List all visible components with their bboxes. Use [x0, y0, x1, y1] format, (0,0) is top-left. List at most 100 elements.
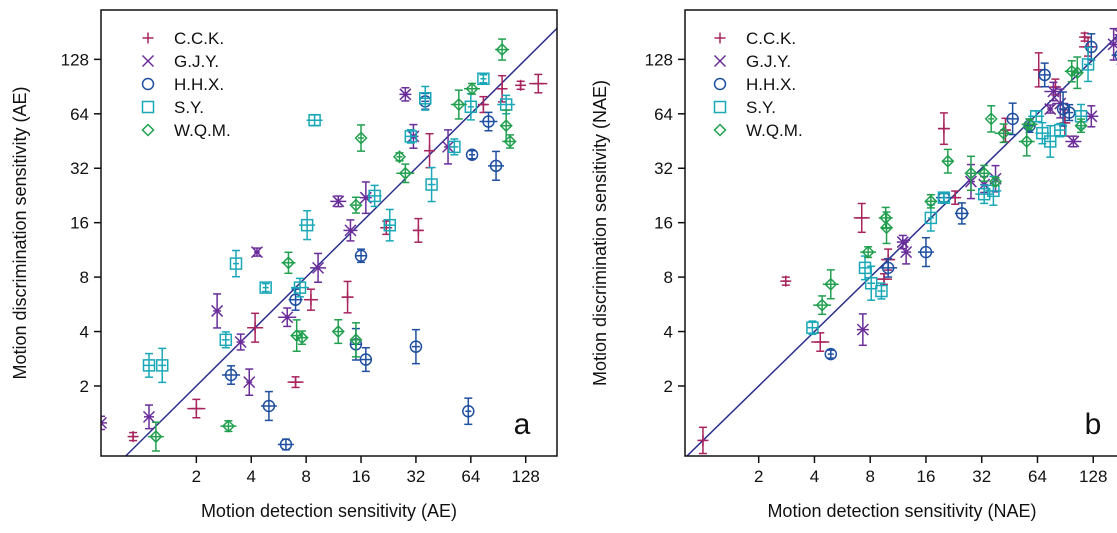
x-tick-label: 64: [461, 467, 480, 486]
data-point: [875, 284, 888, 298]
x-tick-label: 8: [865, 467, 874, 486]
plot-frame: [100, 9, 558, 457]
data-point: [243, 376, 256, 389]
x-tick-label: 128: [1079, 467, 1107, 486]
y-tick-label: 32: [654, 159, 673, 178]
error-bar: [479, 74, 488, 84]
legend-label: C.C.K.: [174, 29, 224, 48]
data-point: [419, 92, 432, 105]
data-point: [312, 261, 325, 274]
x-tick-label: 16: [352, 467, 371, 486]
legend: C.C.K. G.J.Y. H.H.X. S.Y. W.Q.M.: [713, 29, 803, 140]
data-point: [354, 249, 368, 263]
error-bar: [479, 111, 498, 132]
error-bar: [232, 249, 241, 278]
y-tick-label: 8: [80, 268, 89, 287]
y-tick-label: 2: [664, 377, 673, 396]
data-point: [224, 368, 238, 382]
data-point: [815, 298, 829, 312]
error-bar: [991, 176, 1000, 187]
data-point: [977, 166, 991, 180]
error-bar: [975, 184, 994, 205]
error-bar: [357, 124, 366, 152]
data-point: [452, 97, 466, 112]
data-point: [1022, 117, 1037, 131]
error-bar: [222, 365, 241, 385]
data-point: [1070, 66, 1084, 80]
data-point: [279, 438, 293, 451]
scatter-points: [697, 27, 1117, 455]
data-point: [1074, 119, 1088, 133]
data-point: [938, 123, 950, 135]
data-point: [305, 294, 317, 306]
y-axis-ticks: 2 4 8 16 32 64 128: [61, 50, 101, 396]
data-point: [503, 134, 517, 149]
data-point: [1029, 110, 1043, 123]
error-bar: [942, 148, 953, 174]
error-bar: [383, 208, 396, 242]
data-point: [424, 145, 436, 157]
panel-letter: b: [1085, 408, 1102, 441]
error-bar: [966, 155, 975, 192]
error-bar: [333, 318, 344, 345]
error-bar: [867, 265, 876, 301]
data-point: [697, 434, 709, 446]
error-bar: [290, 319, 303, 353]
error-bar: [144, 352, 155, 378]
data-point: [442, 140, 455, 153]
data-point: [399, 88, 412, 101]
error-bar: [504, 134, 517, 149]
error-bar: [1075, 118, 1088, 134]
data-point: [515, 79, 527, 91]
data-point: [1062, 106, 1076, 119]
x-tick-label: 2: [192, 467, 201, 486]
chart-panel-a: 2 4 8 16 32 64 128 2 4 8 16 32 64 128 C.C.K. G.J.Y. H.…: [10, 9, 558, 521]
y-tick-label: 16: [654, 214, 673, 233]
x-tick-label: 64: [1028, 467, 1047, 486]
data-point: [1085, 110, 1098, 123]
data-point: [290, 376, 302, 388]
data-point: [190, 403, 202, 415]
data-point: [879, 221, 894, 235]
error-bar: [351, 322, 360, 358]
data-point: [964, 166, 978, 180]
legend-label: H.H.X.: [174, 75, 224, 94]
data-point: [142, 359, 156, 372]
x-tick-label: 2: [754, 467, 763, 486]
data-point: [856, 323, 869, 336]
data-point: [332, 195, 345, 208]
data-point: [1036, 126, 1049, 140]
error-bar: [806, 320, 819, 336]
data-point: [1006, 112, 1019, 126]
legend-marker: [141, 54, 155, 68]
error-bar: [101, 415, 107, 431]
error-bar: [427, 166, 436, 203]
data-point: [398, 166, 412, 180]
data-point: [1054, 123, 1067, 137]
data-point: [861, 245, 875, 259]
legend-marker: [141, 100, 155, 114]
panel-letter: a: [514, 408, 531, 441]
error-bar: [411, 328, 420, 365]
identity-line: [124, 27, 557, 456]
y-axis-ticks: 2 4 8 16 32 64 128: [645, 50, 685, 396]
x-axis-label: Motion detection sensitivity (NAE): [767, 501, 1036, 521]
data-point: [806, 321, 819, 334]
data-point: [1043, 135, 1057, 148]
data-point: [919, 245, 933, 259]
data-point: [824, 277, 838, 291]
error-bar: [1039, 62, 1050, 88]
data-point: [495, 43, 509, 57]
error-bar: [296, 330, 309, 346]
legend-marker: [713, 54, 727, 68]
error-bar: [468, 149, 477, 160]
y-tick-label: 8: [664, 268, 673, 287]
data-point: [532, 78, 544, 90]
data-point: [127, 431, 139, 443]
data-point: [155, 359, 169, 372]
data-point: [281, 256, 296, 270]
data-point: [489, 159, 503, 173]
data-point: [937, 191, 951, 204]
identity-line: [685, 35, 1117, 456]
